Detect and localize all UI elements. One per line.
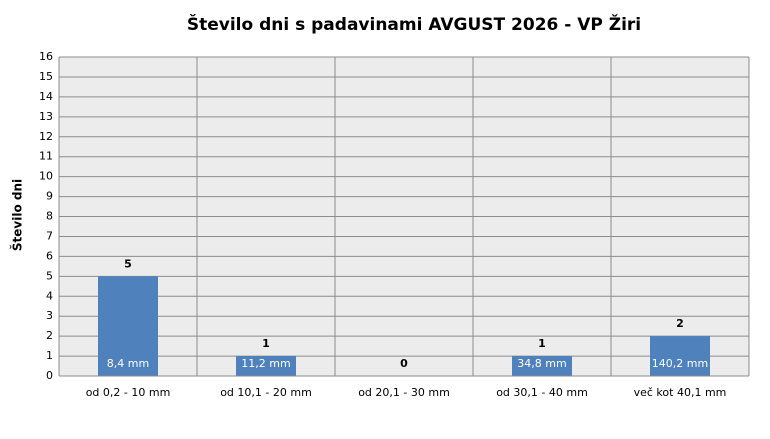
y-tick-label: 7 <box>46 229 53 242</box>
x-tick-label: od 0,2 - 10 mm <box>86 386 171 399</box>
y-tick-label: 4 <box>46 289 53 302</box>
x-tick-label: od 30,1 - 40 mm <box>496 386 588 399</box>
data-label: 1 <box>538 337 546 350</box>
y-tick-label: 0 <box>46 369 53 382</box>
y-tick-label: 1 <box>46 349 53 362</box>
bar-label: 8,4 mm <box>107 357 149 370</box>
bar <box>98 276 158 376</box>
x-tick-label: od 10,1 - 20 mm <box>220 386 312 399</box>
y-tick-label: 12 <box>39 130 53 143</box>
chart-title: Število dni s padavinami AVGUST 2026 - V… <box>187 13 641 35</box>
data-label: 2 <box>676 317 684 330</box>
y-tick-label: 13 <box>39 110 53 123</box>
y-tick-label: 8 <box>46 210 53 223</box>
y-tick-label: 16 <box>39 50 53 63</box>
bar-label: 34,8 mm <box>517 357 566 370</box>
y-tick-label: 11 <box>39 150 53 163</box>
bar <box>512 356 572 376</box>
bar-label: 140,2 mm <box>652 357 708 370</box>
x-tick-label: od 20,1 - 30 mm <box>358 386 450 399</box>
data-label: 5 <box>124 257 132 270</box>
bar <box>650 336 710 376</box>
bar <box>236 356 296 376</box>
x-tick-label: več kot 40,1 mm <box>634 386 727 399</box>
bar-label: 11,2 mm <box>241 357 290 370</box>
y-tick-label: 9 <box>46 190 53 203</box>
y-axis-label: Število dni <box>10 179 25 251</box>
data-label: 0 <box>400 357 408 370</box>
y-tick-label: 2 <box>46 329 53 342</box>
y-tick-label: 14 <box>39 90 53 103</box>
y-tick-label: 6 <box>46 249 53 262</box>
y-tick-label: 15 <box>39 70 53 83</box>
y-tick-label: 3 <box>46 309 53 322</box>
data-label: 1 <box>262 337 270 350</box>
y-tick-label: 10 <box>39 170 53 183</box>
y-tick-label: 5 <box>46 269 53 282</box>
